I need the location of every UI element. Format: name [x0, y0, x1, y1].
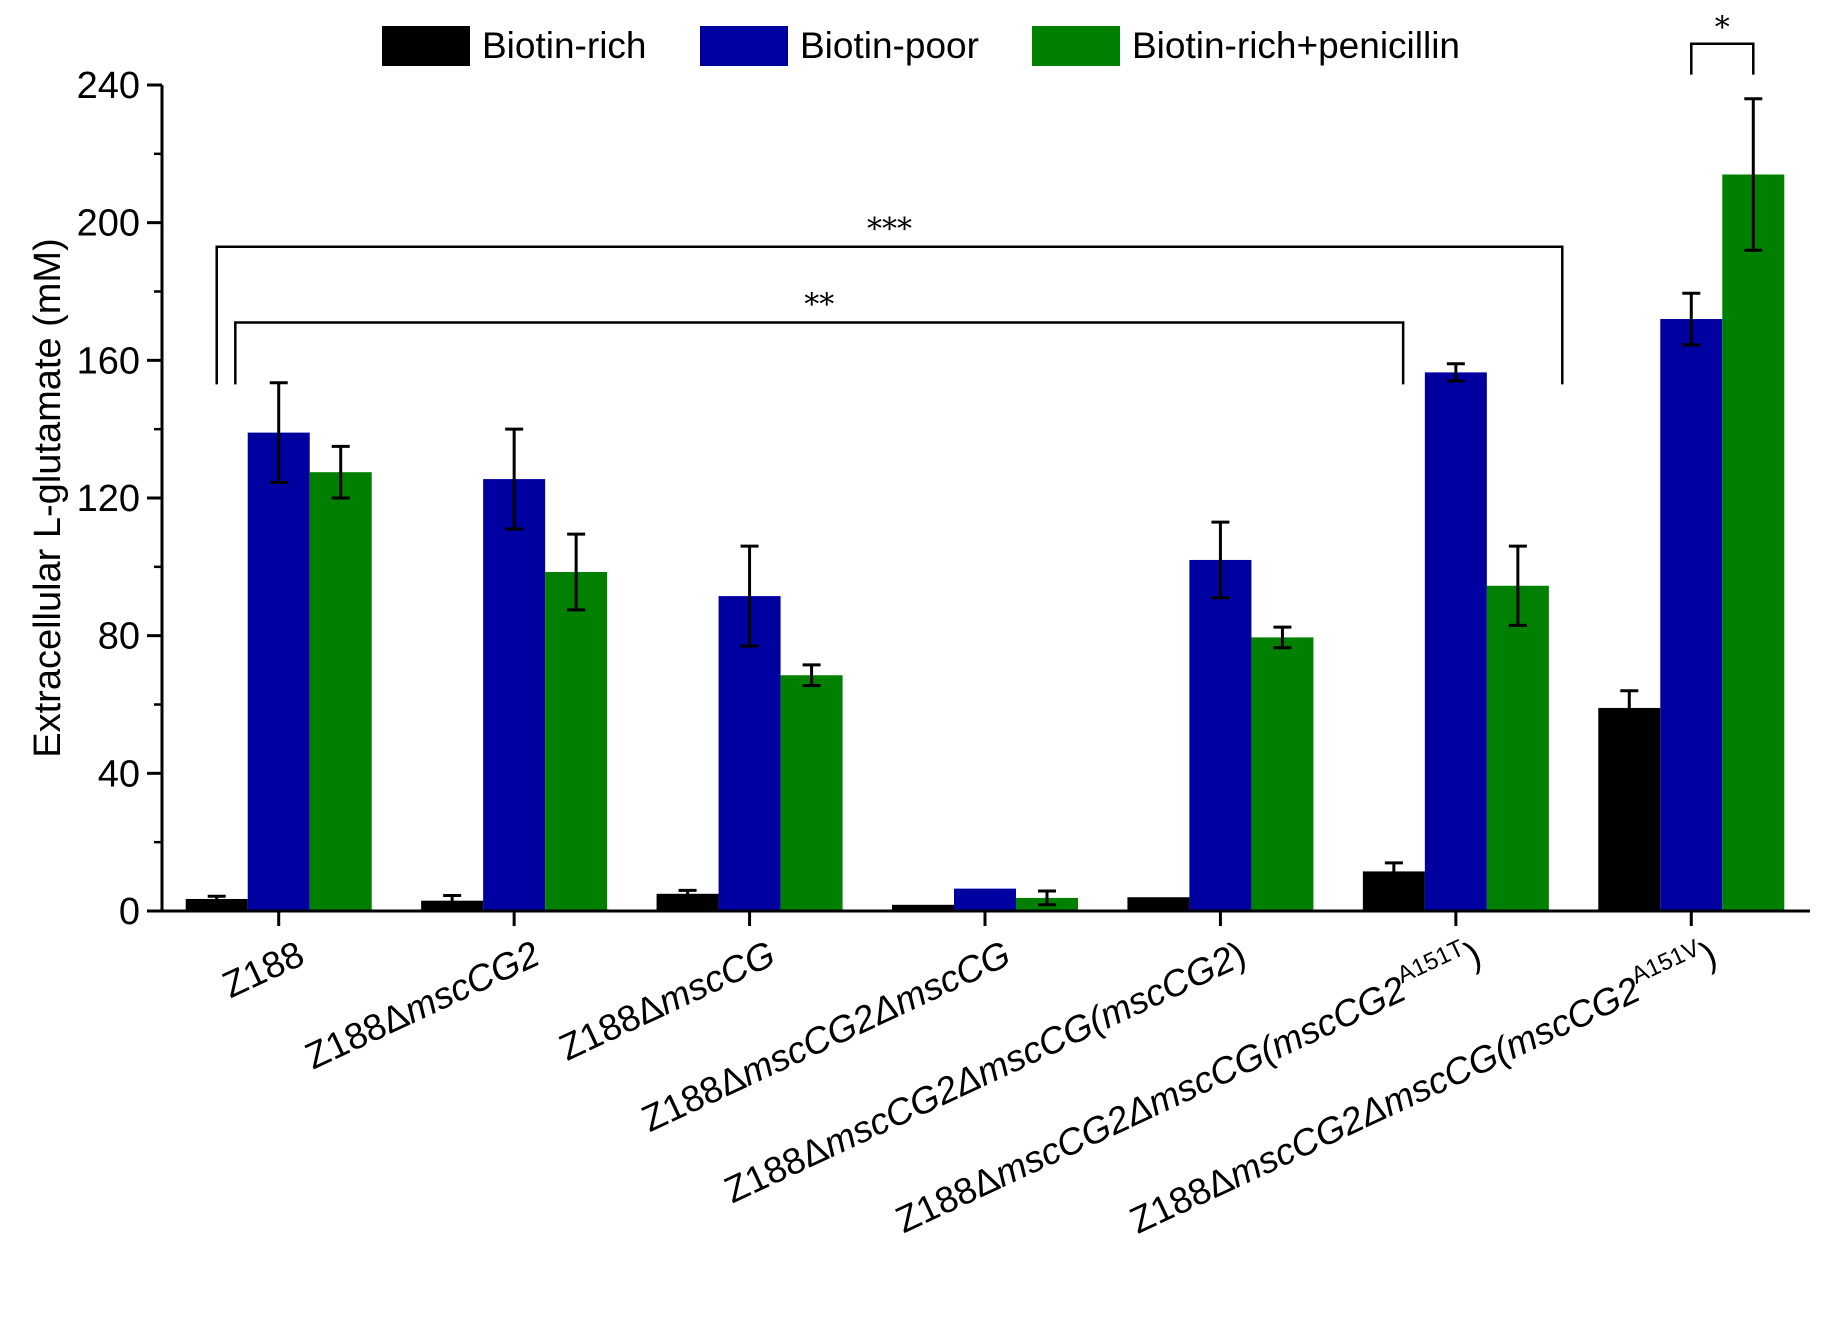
legend: Biotin-rich Biotin-poor Biotin-rich+penici… — [382, 25, 1460, 66]
bar — [1722, 174, 1785, 911]
bars — [185, 97, 1785, 926]
bar — [545, 571, 608, 911]
y-tick-label: 40 — [98, 753, 140, 795]
legend-swatch — [382, 26, 470, 66]
y-tick-label: 160 — [77, 340, 140, 382]
x-tick-label: Z188ΔmscCG2 — [299, 933, 546, 1077]
y-axis-title: Extracellular L-glutamate (mM) — [27, 238, 69, 757]
significance-label: * — [1715, 11, 1730, 46]
y-ticks: 0 40 80 120 160 200 240 — [77, 65, 162, 933]
x-tick-label: Z188 — [216, 933, 310, 1006]
bar — [247, 432, 310, 911]
bar — [309, 472, 372, 911]
bar — [1660, 319, 1723, 911]
significance-annotations: ****** — [215, 11, 1755, 385]
bar — [1424, 372, 1487, 912]
bar — [1598, 707, 1661, 911]
bar — [892, 904, 954, 911]
bar — [1251, 637, 1314, 911]
bar — [185, 898, 248, 911]
y-tick-label: 0 — [119, 891, 140, 933]
significance-bracket — [215, 245, 1564, 385]
y-tick-label: 80 — [98, 616, 140, 658]
y-tick-label: 240 — [77, 65, 140, 107]
significance-bracket — [234, 321, 1405, 385]
legend-label: Biotin-rich+penicillin — [1132, 25, 1460, 66]
bar — [718, 596, 781, 911]
significance-bracket — [1690, 42, 1755, 75]
bar — [483, 479, 546, 911]
y-tick-label: 200 — [77, 203, 140, 245]
bar — [1486, 585, 1549, 911]
legend-label: Biotin-rich — [482, 25, 647, 66]
bar — [1127, 897, 1190, 911]
significance-label: ** — [804, 287, 834, 322]
x-tick-label: Z188ΔmscCG2ΔmscCG — [636, 933, 1017, 1140]
legend-swatch — [1032, 26, 1120, 66]
significance-label: *** — [867, 212, 912, 247]
x-tick-label: Z188ΔmscCG — [553, 933, 781, 1068]
bar — [780, 675, 843, 911]
legend-swatch — [700, 26, 788, 66]
y-tick-label: 120 — [77, 478, 140, 520]
bar — [656, 893, 719, 911]
legend-label: Biotin-poor — [800, 25, 979, 66]
bar — [954, 888, 1016, 911]
bar — [1189, 559, 1252, 911]
